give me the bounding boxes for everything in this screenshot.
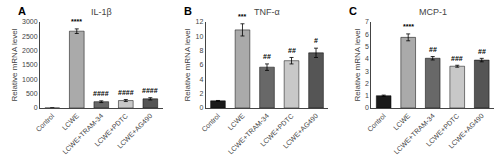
svg-text:Control: Control: [35, 112, 56, 133]
svg-text:LCWE+AG490: LCWE+AG490: [282, 112, 320, 150]
svg-text:1500: 1500: [22, 61, 38, 68]
svg-text:MCP-1: MCP-1: [419, 7, 447, 17]
svg-text:##: ##: [478, 48, 486, 55]
svg-text:2: 2: [365, 80, 369, 87]
svg-text:Control: Control: [366, 112, 387, 133]
svg-text:3: 3: [365, 68, 369, 75]
svg-text:6: 6: [365, 31, 369, 38]
svg-text:IL-1β: IL-1β: [91, 7, 112, 17]
svg-text:LCWE+TRAM-34: LCWE+TRAM-34: [227, 112, 270, 155]
svg-text:1: 1: [365, 92, 369, 99]
svg-text:#: #: [314, 37, 318, 44]
svg-text:Control: Control: [200, 112, 221, 133]
svg-text:LCWE+AG490: LCWE+AG490: [116, 112, 154, 150]
svg-text:2500: 2500: [22, 33, 38, 40]
svg-text:LCWE+TRAM-34: LCWE+TRAM-34: [393, 112, 436, 155]
svg-text:LCWE: LCWE: [61, 112, 80, 131]
svg-text:LCWE: LCWE: [392, 112, 411, 131]
svg-text:LCWE+AG490: LCWE+AG490: [447, 112, 485, 150]
svg-text:2000: 2000: [22, 47, 38, 54]
svg-text:C: C: [349, 5, 357, 17]
svg-text:LCWE+PDTC: LCWE+PDTC: [259, 112, 295, 148]
svg-text:****: ****: [71, 18, 82, 25]
svg-text:LCWE+TRAM-34: LCWE+TRAM-34: [61, 112, 104, 155]
svg-text:LCWE+PDTC: LCWE+PDTC: [425, 112, 461, 148]
svg-text:3000: 3000: [22, 18, 38, 25]
svg-text:6: 6: [199, 61, 203, 68]
svg-text:2: 2: [199, 90, 203, 97]
svg-text:A: A: [18, 5, 26, 17]
svg-text:0: 0: [199, 104, 203, 111]
svg-text:0: 0: [365, 104, 369, 111]
svg-text:LCWE+PDTC: LCWE+PDTC: [93, 112, 129, 148]
svg-text:####: ####: [142, 87, 158, 94]
svg-text:###: ###: [451, 55, 463, 62]
svg-text:1000: 1000: [22, 76, 38, 83]
svg-text:12: 12: [196, 18, 204, 25]
svg-text:Relative mRNA level: Relative mRNA level: [183, 28, 192, 101]
svg-text:****: ****: [403, 23, 414, 30]
svg-text:10: 10: [196, 33, 204, 40]
svg-text:***: ***: [238, 13, 246, 20]
svg-text:TNF-α: TNF-α: [254, 7, 280, 17]
svg-text:LCWE: LCWE: [226, 112, 245, 131]
svg-text:5: 5: [365, 43, 369, 50]
svg-text:####: ####: [118, 89, 134, 96]
svg-text:7: 7: [365, 18, 369, 25]
svg-text:Relative mRNA level: Relative mRNA level: [353, 28, 362, 101]
svg-text:##: ##: [288, 47, 296, 54]
svg-text:4: 4: [365, 55, 369, 62]
svg-text:Relative mRNA level: Relative mRNA level: [10, 28, 19, 101]
svg-text:8: 8: [199, 47, 203, 54]
svg-text:500: 500: [26, 90, 38, 97]
svg-text:4: 4: [199, 76, 203, 83]
svg-text:##: ##: [429, 46, 437, 53]
svg-text:0: 0: [34, 104, 38, 111]
svg-text:####: ####: [93, 90, 109, 97]
svg-text:##: ##: [263, 53, 271, 60]
svg-text:B: B: [184, 5, 192, 17]
